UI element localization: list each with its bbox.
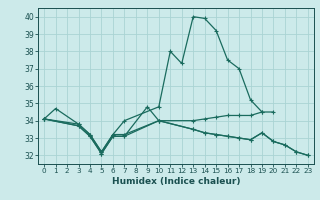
X-axis label: Humidex (Indice chaleur): Humidex (Indice chaleur)	[112, 177, 240, 186]
